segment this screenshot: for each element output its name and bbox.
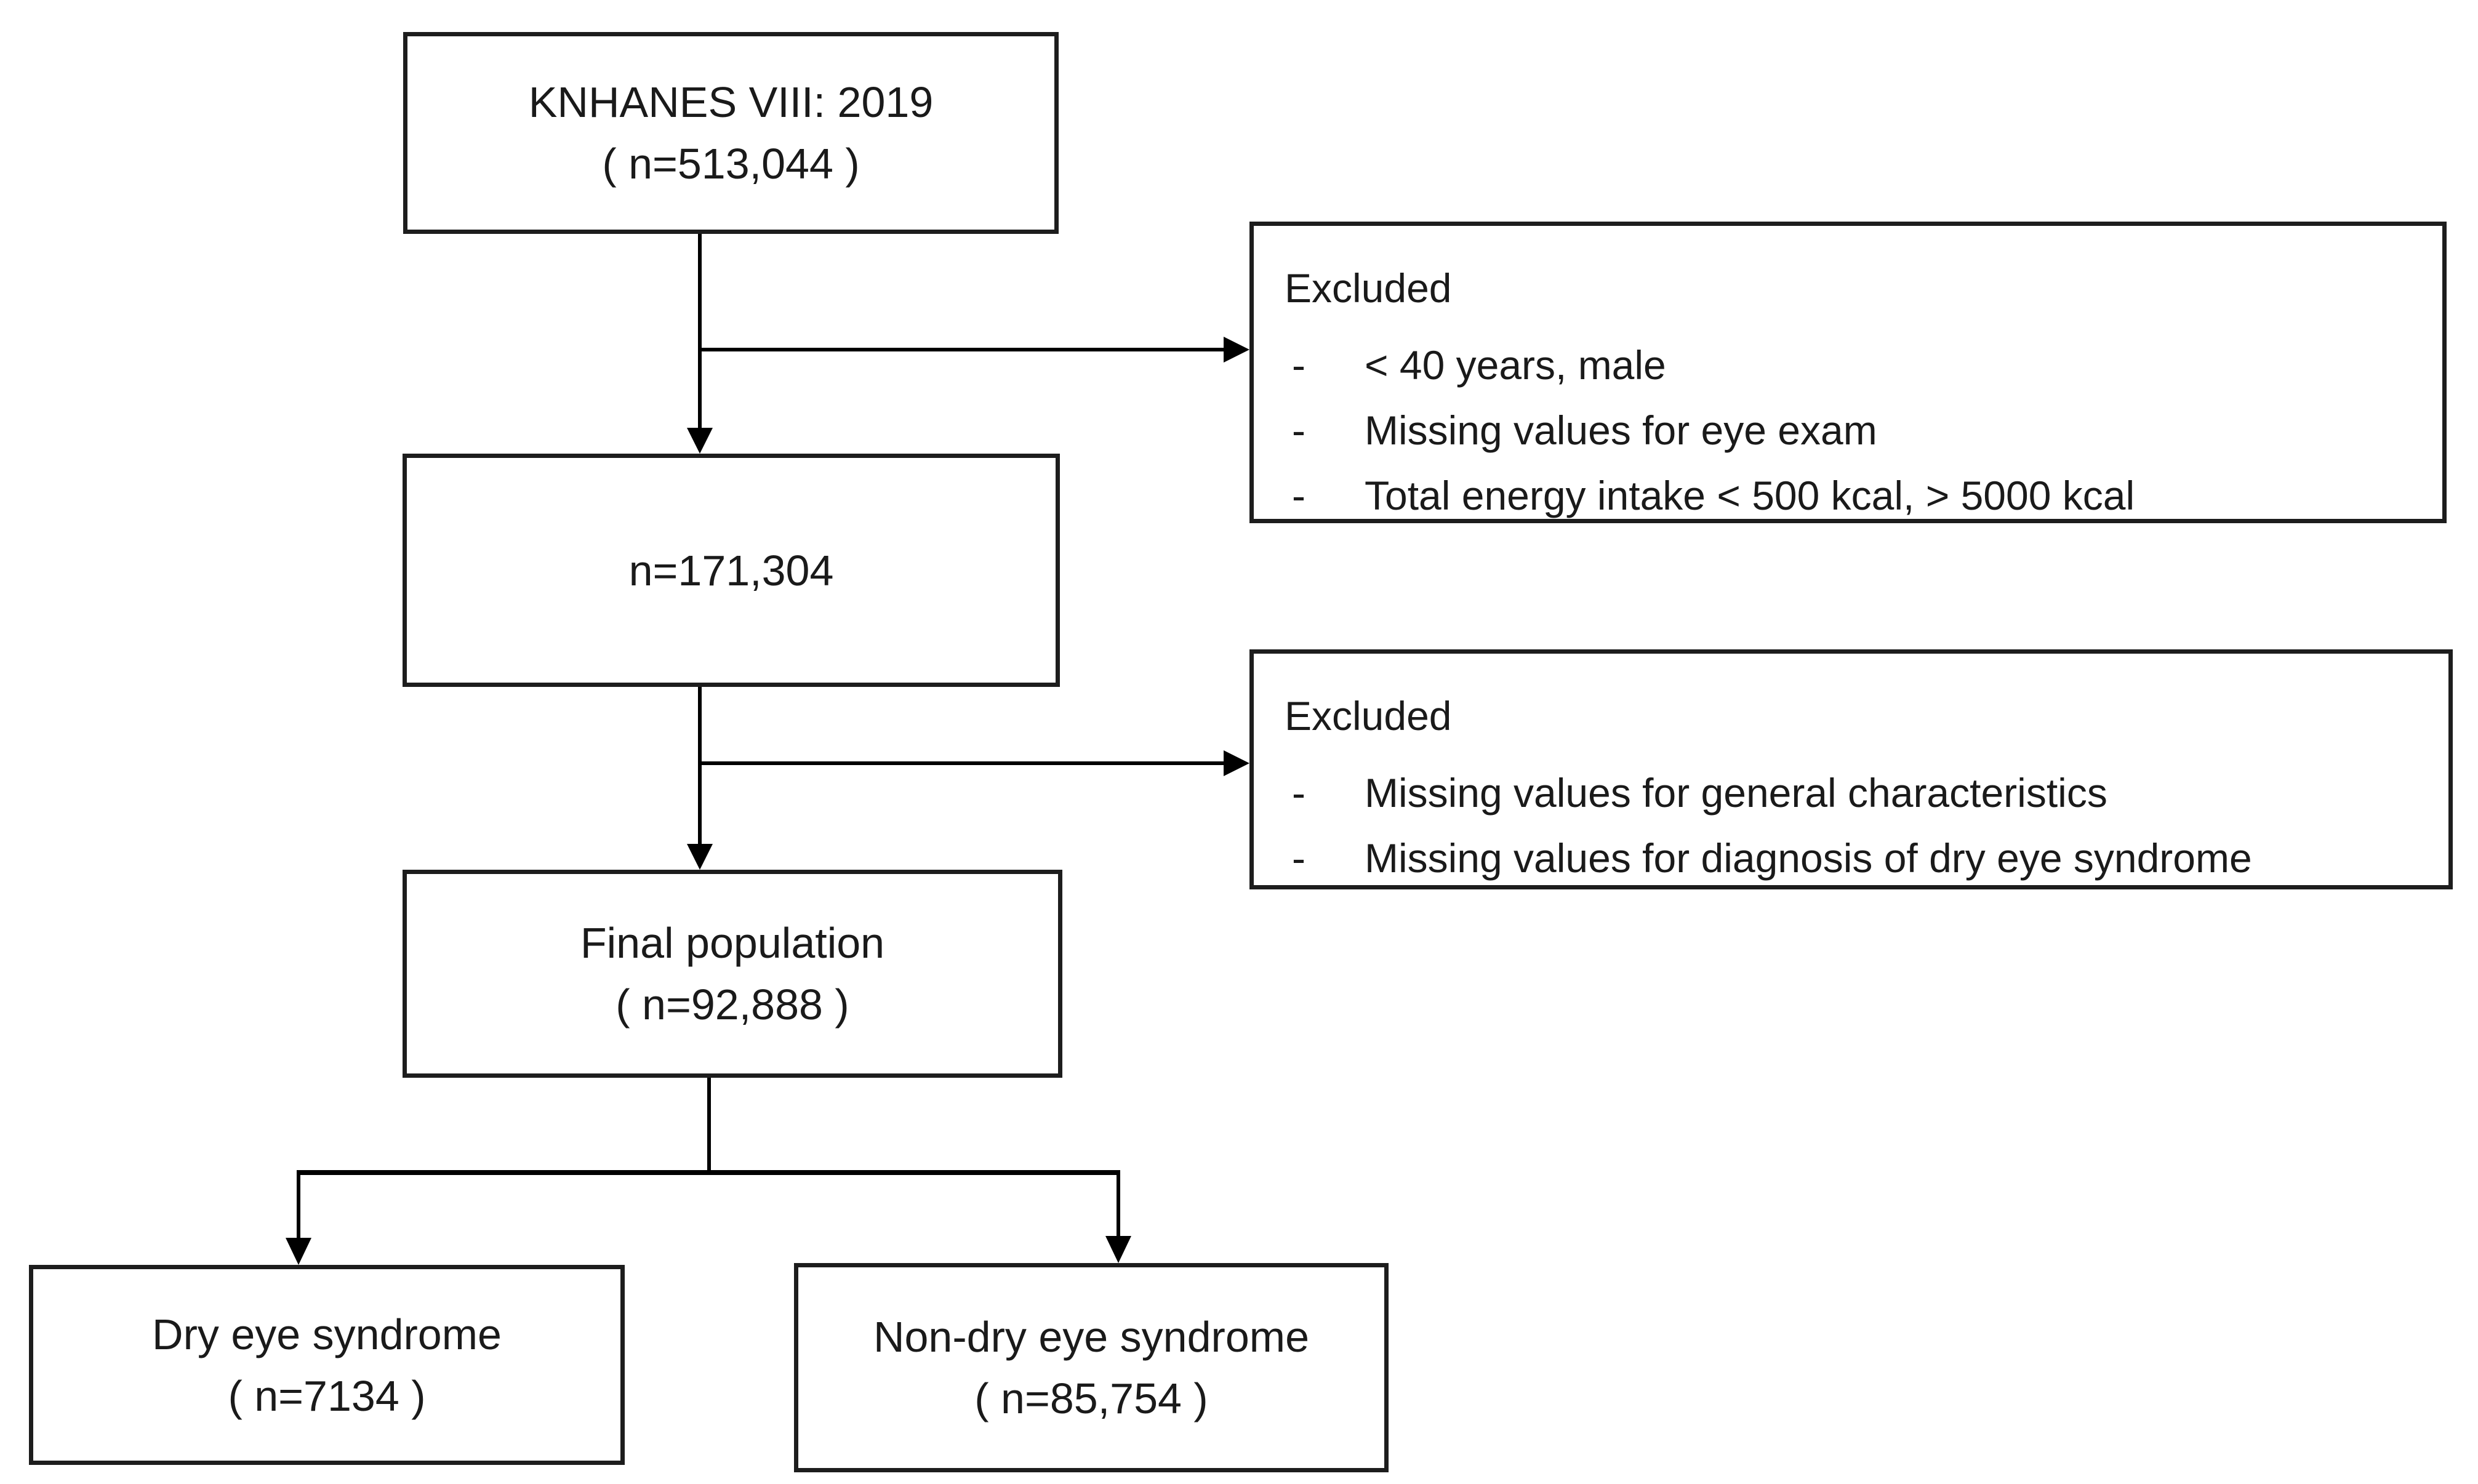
node-final-title: Final population — [580, 919, 885, 967]
excluded-1-item-text: Total energy intake < 500 kcal, > 5000 k… — [1365, 473, 2135, 518]
node-dry-title: Dry eye syndrome — [152, 1310, 502, 1358]
excluded-2-item: - Missing values for general characteris… — [1285, 760, 2430, 825]
arrowhead-into-excluded2 — [1224, 750, 1249, 776]
node-final-count: ( n=92,888 ) — [615, 981, 849, 1029]
arrowhead-into-excluded1 — [1224, 337, 1249, 363]
excluded-2-list: - Missing values for general characteris… — [1285, 760, 2430, 891]
excluded-2-item-text: Missing values for diagnosis of dry eye … — [1365, 835, 2252, 881]
bullet-dash: - — [1292, 407, 1305, 453]
node-knhanes-count: ( n=513,044 ) — [602, 140, 860, 188]
node-knhanes-title: KNHANES VIII: 2019 — [528, 78, 934, 126]
node-final-population: Final population ( n=92,888 ) — [403, 870, 1062, 1078]
node-nondry-title: Non-dry eye syndrome — [873, 1313, 1310, 1361]
node-dry-count: ( n=7134 ) — [228, 1371, 426, 1420]
excluded-2-title: Excluded — [1285, 693, 1452, 739]
arrowhead-into-n171304 — [687, 428, 713, 454]
node-nondry-count: ( n=85,754 ) — [974, 1374, 1208, 1422]
bullet-dash: - — [1292, 473, 1305, 518]
node-intermediate-population: n=171,304 — [403, 454, 1060, 687]
node-non-dry-eye: Non-dry eye syndrome ( n=85,754 ) — [794, 1263, 1389, 1472]
excluded-1-list: - < 40 years, male - Missing values for … — [1285, 332, 2424, 528]
excluded-1-item: - Total energy intake < 500 kcal, > 5000… — [1285, 463, 2424, 528]
excluded-2-item-text: Missing values for general characteristi… — [1365, 770, 2107, 816]
node-excluded-1: Excluded - < 40 years, male - Missing va… — [1249, 222, 2447, 523]
node-intermediate-count: n=171,304 — [628, 546, 834, 595]
bullet-dash: - — [1292, 770, 1305, 816]
excluded-1-item-text: < 40 years, male — [1365, 342, 1666, 388]
node-knhanes-source: KNHANES VIII: 2019 ( n=513,044 ) — [403, 32, 1059, 234]
excluded-1-item: - < 40 years, male — [1285, 332, 2424, 398]
arrowhead-into-final — [687, 844, 713, 870]
node-dry-eye: Dry eye syndrome ( n=7134 ) — [29, 1265, 625, 1465]
excluded-2-item: - Missing values for diagnosis of dry ey… — [1285, 825, 2430, 891]
excluded-1-title: Excluded — [1285, 265, 1452, 311]
bullet-dash: - — [1292, 835, 1305, 881]
bullet-dash: - — [1292, 342, 1305, 388]
arrowhead-into-dry — [286, 1238, 311, 1265]
excluded-1-item-text: Missing values for eye exam — [1365, 407, 1877, 453]
excluded-1-item: - Missing values for eye exam — [1285, 398, 2424, 463]
arrowhead-into-nondry — [1105, 1236, 1131, 1263]
node-excluded-2: Excluded - Missing values for general ch… — [1249, 649, 2453, 889]
